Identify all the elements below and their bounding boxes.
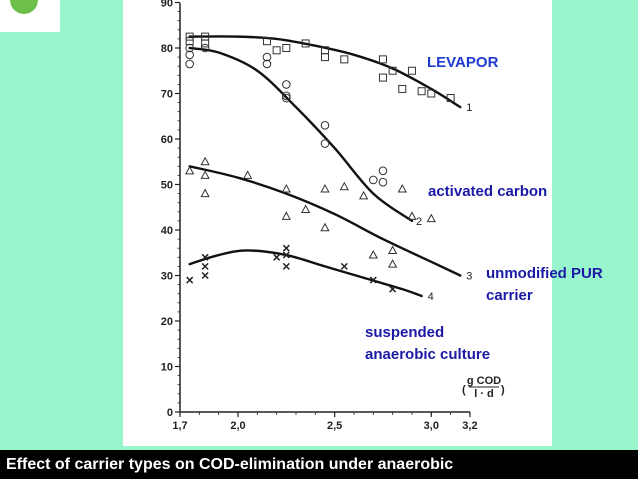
series-3-point	[368, 249, 378, 259]
logo	[0, 0, 60, 32]
series-1-point	[201, 39, 210, 48]
series-1-point	[340, 55, 349, 64]
series-3-point	[387, 259, 398, 268]
series-2-point	[378, 166, 388, 176]
series-4-point	[273, 253, 281, 261]
series-2-point	[282, 93, 291, 103]
annotation-levapor: LEVAPOR	[427, 54, 499, 71]
series-4-point	[201, 271, 209, 280]
series-3-point	[407, 211, 417, 220]
series-3-point	[281, 211, 291, 220]
annotation-activated-carbon: activated carbon	[428, 183, 547, 200]
series-2-point	[185, 50, 194, 60]
series-1-point	[398, 84, 407, 93]
series-3-point	[185, 165, 195, 175]
series-1-point	[407, 66, 416, 75]
series-1-point	[446, 94, 455, 103]
series-4-curve	[188, 249, 423, 298]
x-tick-label: 1,7	[172, 420, 187, 432]
series-2-point	[282, 91, 291, 101]
series-3-point	[426, 213, 436, 223]
series-4-point	[282, 244, 290, 252]
series-3-point	[320, 184, 330, 193]
y-tick-label: 80	[161, 43, 173, 55]
annotation-suspended: anaerobic culture	[365, 346, 490, 363]
series-3-point	[397, 184, 407, 193]
y-tick-label: 10	[161, 362, 173, 374]
series-1-point	[262, 37, 271, 46]
series-2-label: 2	[416, 216, 422, 228]
logo-mark	[10, 0, 38, 14]
series-2-point	[262, 59, 272, 69]
series-1-label: 1	[466, 102, 472, 114]
series-4-point	[282, 251, 290, 259]
series-3-point	[358, 190, 369, 200]
series-1-point	[378, 73, 387, 82]
series-2-point	[320, 139, 330, 148]
y-tick-label: 40	[161, 225, 173, 237]
series-1-point	[185, 32, 194, 41]
plot-area	[123, 0, 552, 446]
series-3-curve	[188, 165, 462, 277]
series-2-point	[262, 52, 272, 62]
series-1-point	[301, 39, 310, 48]
series-1-point	[417, 87, 426, 96]
annotation-unmodified-pur: unmodified PUR	[486, 265, 603, 282]
series-1-point	[378, 55, 387, 64]
series-3-point	[200, 156, 210, 166]
series-3-point	[200, 170, 210, 179]
series-2-point	[200, 43, 210, 53]
series-3-point	[281, 184, 291, 193]
series-2-point	[185, 43, 194, 53]
series-3-point	[387, 245, 398, 254]
x-tick-label: 3,0	[424, 420, 439, 432]
series-3-label: 3	[466, 271, 472, 283]
series-2-point	[320, 121, 330, 130]
unit-paren-left: (	[462, 384, 466, 396]
series-2-point	[378, 177, 388, 187]
series-3-point	[320, 222, 330, 232]
series-4-point	[340, 262, 348, 270]
series-2-curve	[188, 46, 414, 223]
x-tick-label: 2,5	[327, 420, 342, 432]
series-3-point	[200, 188, 210, 198]
series-4-point	[369, 276, 377, 284]
series-4-point	[201, 253, 209, 261]
series-3-point	[339, 181, 349, 191]
y-tick-label: 50	[161, 180, 173, 192]
series-1-point	[282, 44, 291, 52]
series-3-point	[301, 204, 311, 214]
series-1-point	[427, 89, 436, 98]
annotation-unmodified-pur: carrier	[486, 287, 533, 304]
x-tick-label: 3,2	[462, 420, 477, 432]
unit-denominator: l · d	[474, 388, 494, 400]
y-tick-label: 60	[161, 134, 173, 146]
series-4-point	[186, 276, 194, 284]
series-2-point	[185, 59, 194, 69]
series-4-point	[201, 262, 209, 270]
series-1-point	[388, 66, 397, 75]
series-1-point	[185, 37, 194, 46]
y-tick-label: 90	[161, 0, 173, 10]
series-1-point	[320, 53, 329, 62]
y-tick-label: 0	[167, 407, 173, 419]
series-2-point	[282, 80, 291, 89]
series-2-point	[369, 175, 378, 185]
unit-numerator: g COD	[467, 375, 501, 387]
series-3-point	[243, 170, 253, 179]
slide-caption: Effect of carrier types on COD-eliminati…	[0, 450, 638, 479]
series-4-point	[282, 262, 290, 270]
series-4-label: 4	[428, 291, 434, 303]
y-tick-label: 20	[161, 316, 173, 328]
y-tick-label: 70	[161, 89, 173, 101]
series-1-point	[272, 46, 281, 55]
series-4-point	[389, 285, 397, 293]
unit-paren-right: )	[501, 384, 505, 396]
series-1-curve	[188, 35, 462, 109]
annotation-suspended: suspended	[365, 324, 444, 341]
x-tick-label: 2,0	[230, 420, 245, 432]
y-tick-label: 30	[161, 271, 173, 283]
